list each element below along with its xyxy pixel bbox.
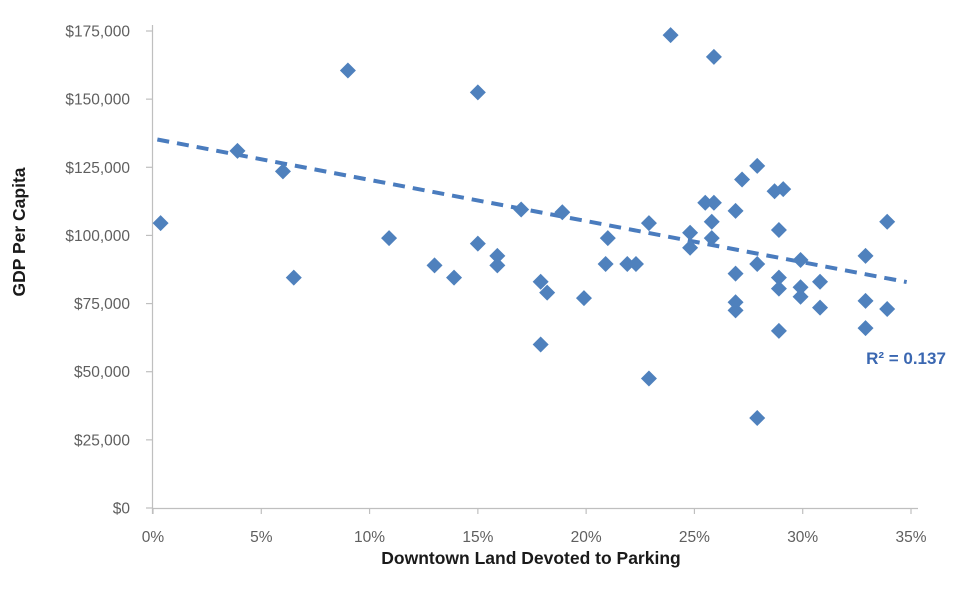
x-tick-label: 25% (679, 529, 710, 546)
y-tick-label: $50,000 (74, 364, 130, 381)
data-point (229, 142, 246, 159)
x-tick-label: 35% (895, 529, 926, 546)
data-point (640, 370, 657, 387)
data-point (627, 256, 644, 273)
x-tick-label: 30% (787, 529, 818, 546)
y-axis-title: GDP Per Capita (9, 167, 29, 296)
data-point (792, 251, 809, 268)
data-point (554, 204, 571, 221)
y-tick-label: $25,000 (74, 432, 130, 449)
y-tick-label: $150,000 (65, 92, 130, 109)
data-point (489, 247, 506, 264)
data-point (682, 239, 699, 256)
data-point (879, 301, 896, 318)
data-point (697, 194, 714, 211)
data-point (575, 290, 592, 307)
y-tick-label: $75,000 (74, 296, 130, 313)
data-point (539, 284, 556, 301)
data-point (727, 202, 744, 219)
data-point (812, 299, 829, 316)
data-point (682, 224, 699, 241)
data-point (446, 269, 463, 286)
data-point (770, 269, 787, 286)
x-tick-label: 15% (462, 529, 493, 546)
data-point (599, 230, 616, 247)
data-point (513, 201, 530, 218)
data-point (597, 256, 614, 273)
data-point (770, 221, 787, 238)
data-point (749, 410, 766, 427)
data-point (489, 257, 506, 274)
data-point (662, 27, 679, 44)
data-point (727, 265, 744, 282)
data-point (749, 157, 766, 174)
data-point (792, 288, 809, 305)
data-point (792, 279, 809, 296)
y-tick-label: $175,000 (65, 24, 130, 41)
data-point (705, 194, 722, 211)
data-point (426, 257, 443, 274)
data-point (619, 256, 636, 273)
x-tick-label: 10% (354, 529, 385, 546)
x-tick-label: 20% (571, 529, 602, 546)
data-point (734, 171, 751, 188)
data-point (857, 247, 874, 264)
data-point (727, 294, 744, 311)
data-point (770, 322, 787, 339)
y-tick-label: $125,000 (65, 160, 130, 177)
data-point (469, 84, 486, 101)
data-point (532, 273, 549, 290)
data-point (857, 292, 874, 309)
data-point (775, 181, 792, 198)
data-point (532, 336, 549, 353)
x-axis-title: Downtown Land Devoted to Parking (381, 548, 680, 568)
data-point (749, 256, 766, 273)
data-point (469, 235, 486, 252)
trendline (156, 137, 908, 285)
x-tick-label: 0% (142, 529, 165, 546)
data-point (339, 62, 356, 79)
data-point (705, 48, 722, 65)
data-point (274, 163, 291, 180)
data-point (640, 215, 657, 232)
data-point (381, 230, 398, 247)
y-tick-label: $100,000 (65, 228, 130, 245)
y-tick-label: $0 (113, 501, 131, 518)
x-tick-label: 5% (250, 529, 273, 546)
r-squared-label: R² = 0.137 (866, 349, 946, 368)
data-point (770, 280, 787, 297)
data-point (857, 320, 874, 337)
data-point (879, 213, 896, 230)
data-point (727, 302, 744, 319)
data-point (285, 269, 302, 286)
data-point (152, 215, 169, 232)
data-point (703, 213, 720, 230)
data-point (703, 230, 720, 247)
data-point (812, 273, 829, 290)
